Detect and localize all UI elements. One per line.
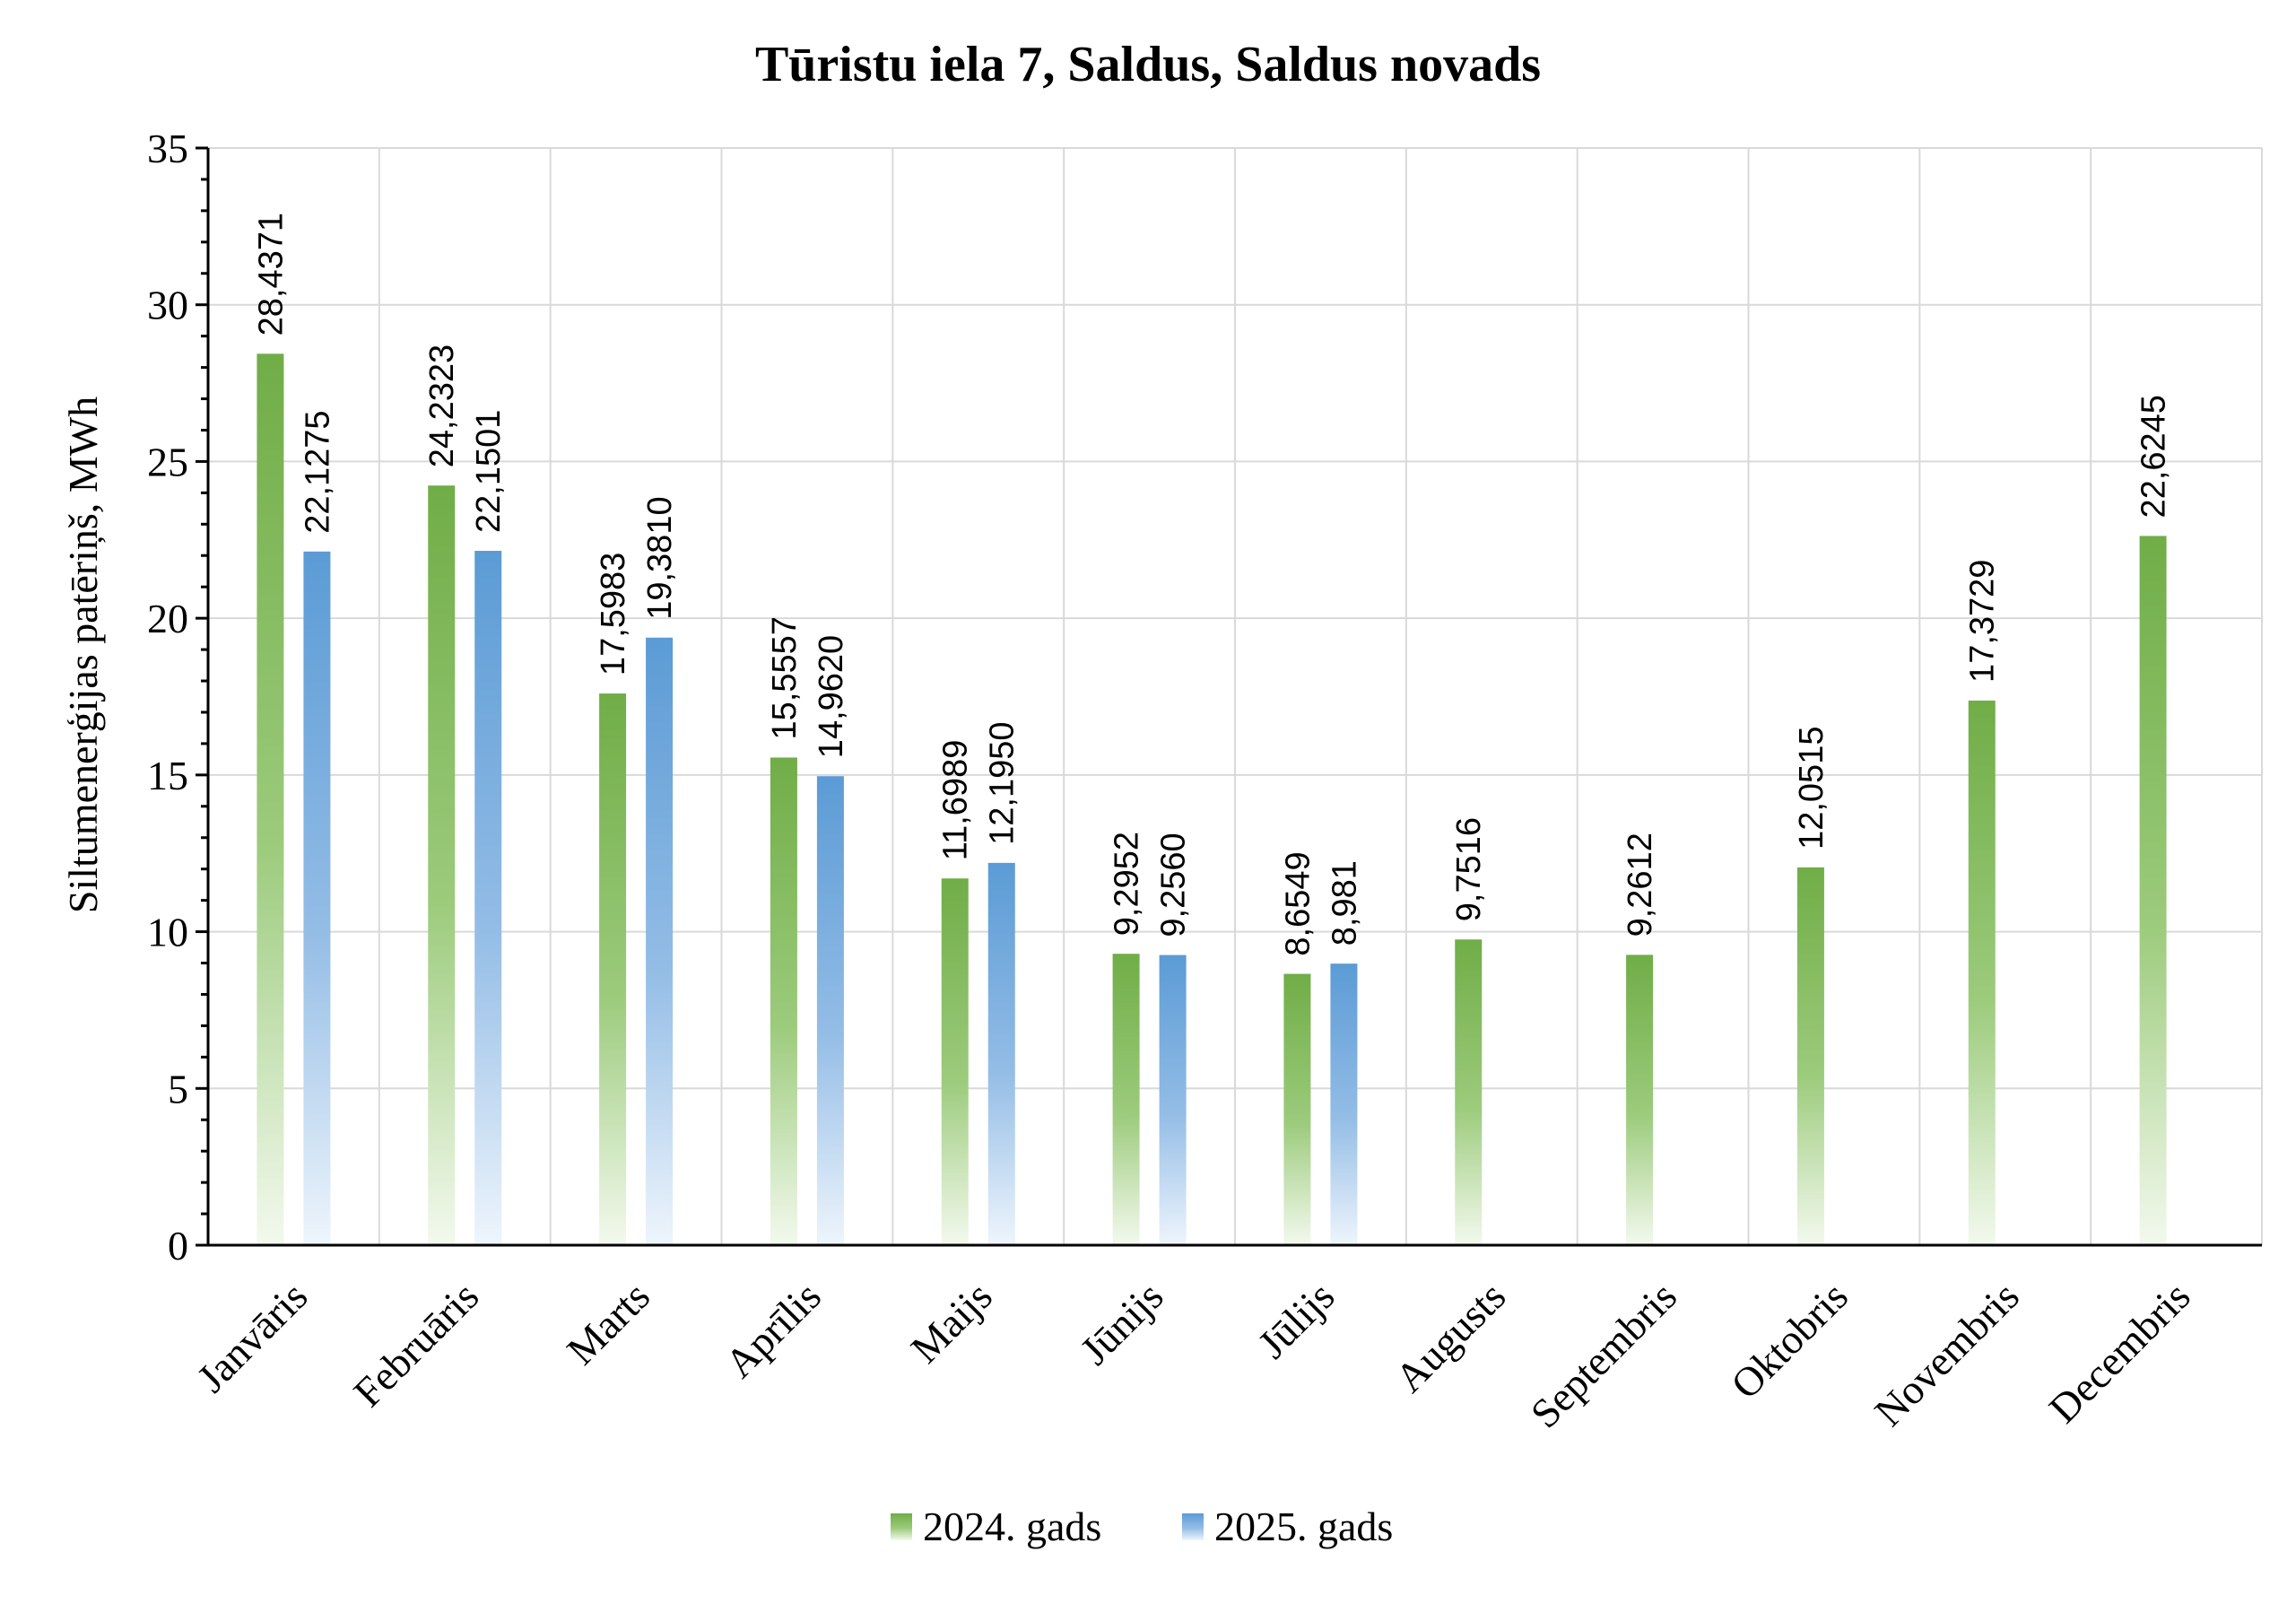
data-label: 22,6245 — [2135, 395, 2173, 518]
legend-swatch — [1182, 1513, 1204, 1540]
bar-2025 — [303, 551, 331, 1245]
x-category-label: Decembris — [2040, 1273, 2199, 1432]
bar-2024 — [1455, 939, 1483, 1245]
bar-2024 — [1968, 700, 1996, 1245]
x-category-label: Aprīlis — [717, 1273, 830, 1386]
bar-2024 — [1112, 954, 1140, 1245]
bar-2024 — [770, 757, 797, 1245]
data-label: 9,2560 — [1155, 833, 1193, 937]
x-category-label: Novembris — [1866, 1273, 2028, 1435]
data-label: 12,1950 — [984, 721, 1022, 844]
gridlines — [208, 147, 2263, 1245]
y-tick-label: 30 — [147, 283, 188, 328]
y-tick-label: 25 — [147, 439, 188, 484]
x-category-label: Oktobris — [1722, 1273, 1857, 1408]
data-label: 17,3729 — [1964, 560, 2002, 683]
y-tick-label: 5 — [168, 1066, 188, 1111]
bar-2025 — [1330, 963, 1358, 1245]
data-label: 11,6989 — [937, 740, 975, 861]
data-label: 19,3810 — [641, 496, 679, 619]
y-tick-label: 10 — [147, 910, 188, 955]
bar-2024 — [941, 878, 969, 1245]
y-tick-label: 35 — [147, 126, 188, 171]
data-label: 22,1275 — [299, 410, 336, 533]
data-label: 14,9620 — [813, 635, 850, 758]
x-category-label: Marts — [558, 1273, 658, 1373]
chart-title: Tūristu iela 7, Saldus, Saldus novads — [755, 37, 1541, 92]
bar-2025 — [987, 862, 1015, 1245]
bars — [257, 353, 2167, 1245]
bar-2025 — [646, 637, 674, 1245]
y-tick-label: 0 — [168, 1223, 188, 1268]
bar-2025 — [474, 551, 502, 1245]
y-tick-label: 20 — [147, 596, 188, 641]
y-tick-label: 15 — [147, 753, 188, 798]
data-label: 15,5557 — [766, 616, 804, 739]
data-label: 9,2612 — [1622, 833, 1659, 937]
bar-2024 — [1626, 955, 1654, 1245]
bar-2024 — [428, 485, 456, 1245]
y-axis-title: Siltumenerģijas patēriņš, MWh — [60, 397, 106, 913]
bar-2024 — [2139, 536, 2167, 1245]
x-category-label: Jūlijs — [1249, 1273, 1344, 1367]
x-category-label: Februāris — [344, 1273, 487, 1416]
bar-2024 — [1796, 867, 1824, 1245]
bar-2024 — [599, 693, 627, 1245]
legend: 2024. gads 2025. gads — [891, 1504, 1393, 1549]
data-label: 8,981 — [1326, 860, 1363, 946]
x-category-label: Jūnijs — [1072, 1273, 1172, 1373]
legend-label: 2024. gads — [923, 1504, 1101, 1549]
data-label: 17,5983 — [595, 553, 632, 676]
x-category-label: Septembris — [1522, 1273, 1685, 1436]
bar-2024 — [1283, 973, 1311, 1245]
data-label: 9,2952 — [1109, 832, 1146, 936]
legend-swatch — [891, 1513, 912, 1540]
data-label: 8,6549 — [1279, 851, 1317, 955]
x-category-label: Maijs — [902, 1273, 1001, 1372]
legend-label: 2025. gads — [1214, 1504, 1393, 1549]
bar-2025 — [1159, 955, 1187, 1245]
data-label: 28,4371 — [252, 213, 290, 336]
data-label: 9,7516 — [1450, 817, 1488, 921]
data-label: 24,2323 — [423, 344, 461, 467]
x-category-label: Janvāris — [188, 1273, 317, 1401]
bar-2025 — [816, 776, 844, 1245]
bar-2024 — [257, 353, 284, 1245]
axes: 0 5 10 15 20 25 30 35 Janvāris Februāris Marts Aprī… — [147, 126, 2262, 1436]
data-label: 12,0515 — [1793, 727, 1831, 850]
data-label: 22,1501 — [470, 410, 508, 533]
x-category-label: Augusts — [1387, 1273, 1515, 1401]
